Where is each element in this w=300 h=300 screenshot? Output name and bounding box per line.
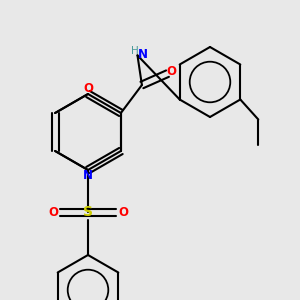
Text: O: O — [167, 65, 176, 78]
Text: S: S — [83, 205, 93, 219]
Text: H: H — [130, 46, 138, 56]
Text: O: O — [83, 82, 93, 95]
Text: O: O — [48, 206, 58, 218]
Text: N: N — [137, 48, 148, 61]
Text: N: N — [83, 169, 93, 182]
Text: O: O — [118, 206, 128, 218]
